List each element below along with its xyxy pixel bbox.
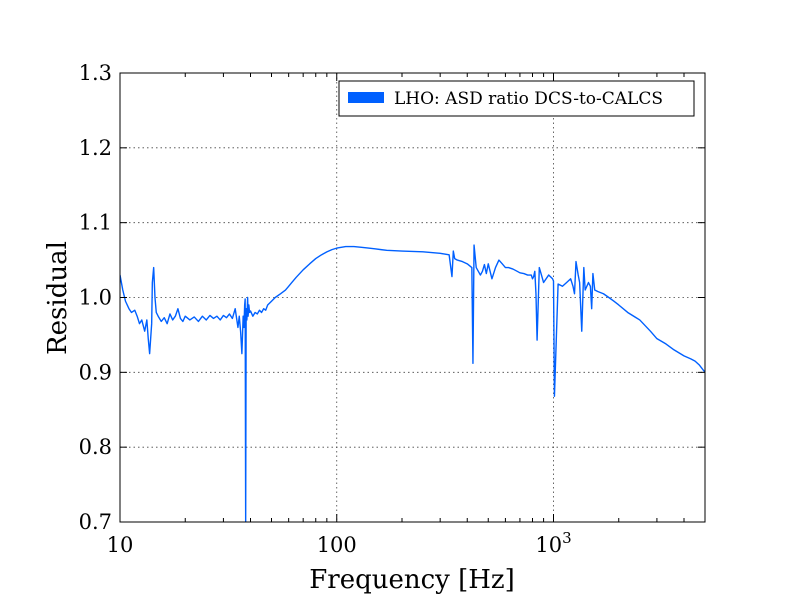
y-tick-label: 0.7: [79, 510, 112, 534]
x-tick-label: 100: [317, 533, 357, 557]
y-tick-label: 1.3: [79, 61, 112, 85]
y-tick-label: 1.1: [79, 211, 112, 235]
x-axis-title: Frequency [Hz]: [309, 565, 515, 595]
legend-swatch: [348, 92, 384, 103]
x-tick-label: 10: [107, 533, 134, 557]
y-tick-label: 1.0: [79, 286, 112, 310]
series-layer: [120, 244, 705, 522]
x-tick-exponent: 3: [562, 529, 572, 547]
y-axis-title: Residual: [43, 241, 73, 355]
y-tick-label: 0.9: [79, 360, 112, 384]
series-line-0: [120, 244, 705, 522]
legend-box: [338, 80, 695, 117]
legend-label: LHO: ASD ratio DCS-to-CALCS: [394, 89, 663, 109]
y-tick-label: 0.8: [79, 435, 112, 459]
y-tick-label: 1.2: [79, 136, 112, 160]
x-tick-labels: 10 100 103: [107, 529, 572, 557]
grid-lines: [120, 73, 705, 522]
legend: LHO: ASD ratio DCS-to-CALCS: [338, 80, 695, 117]
axis-ticks: [119, 72, 706, 523]
x-tick-label: 103: [535, 529, 571, 557]
y-tick-labels: 0.7 0.8 0.9 1.0 1.1 1.2 1.3: [79, 61, 112, 534]
